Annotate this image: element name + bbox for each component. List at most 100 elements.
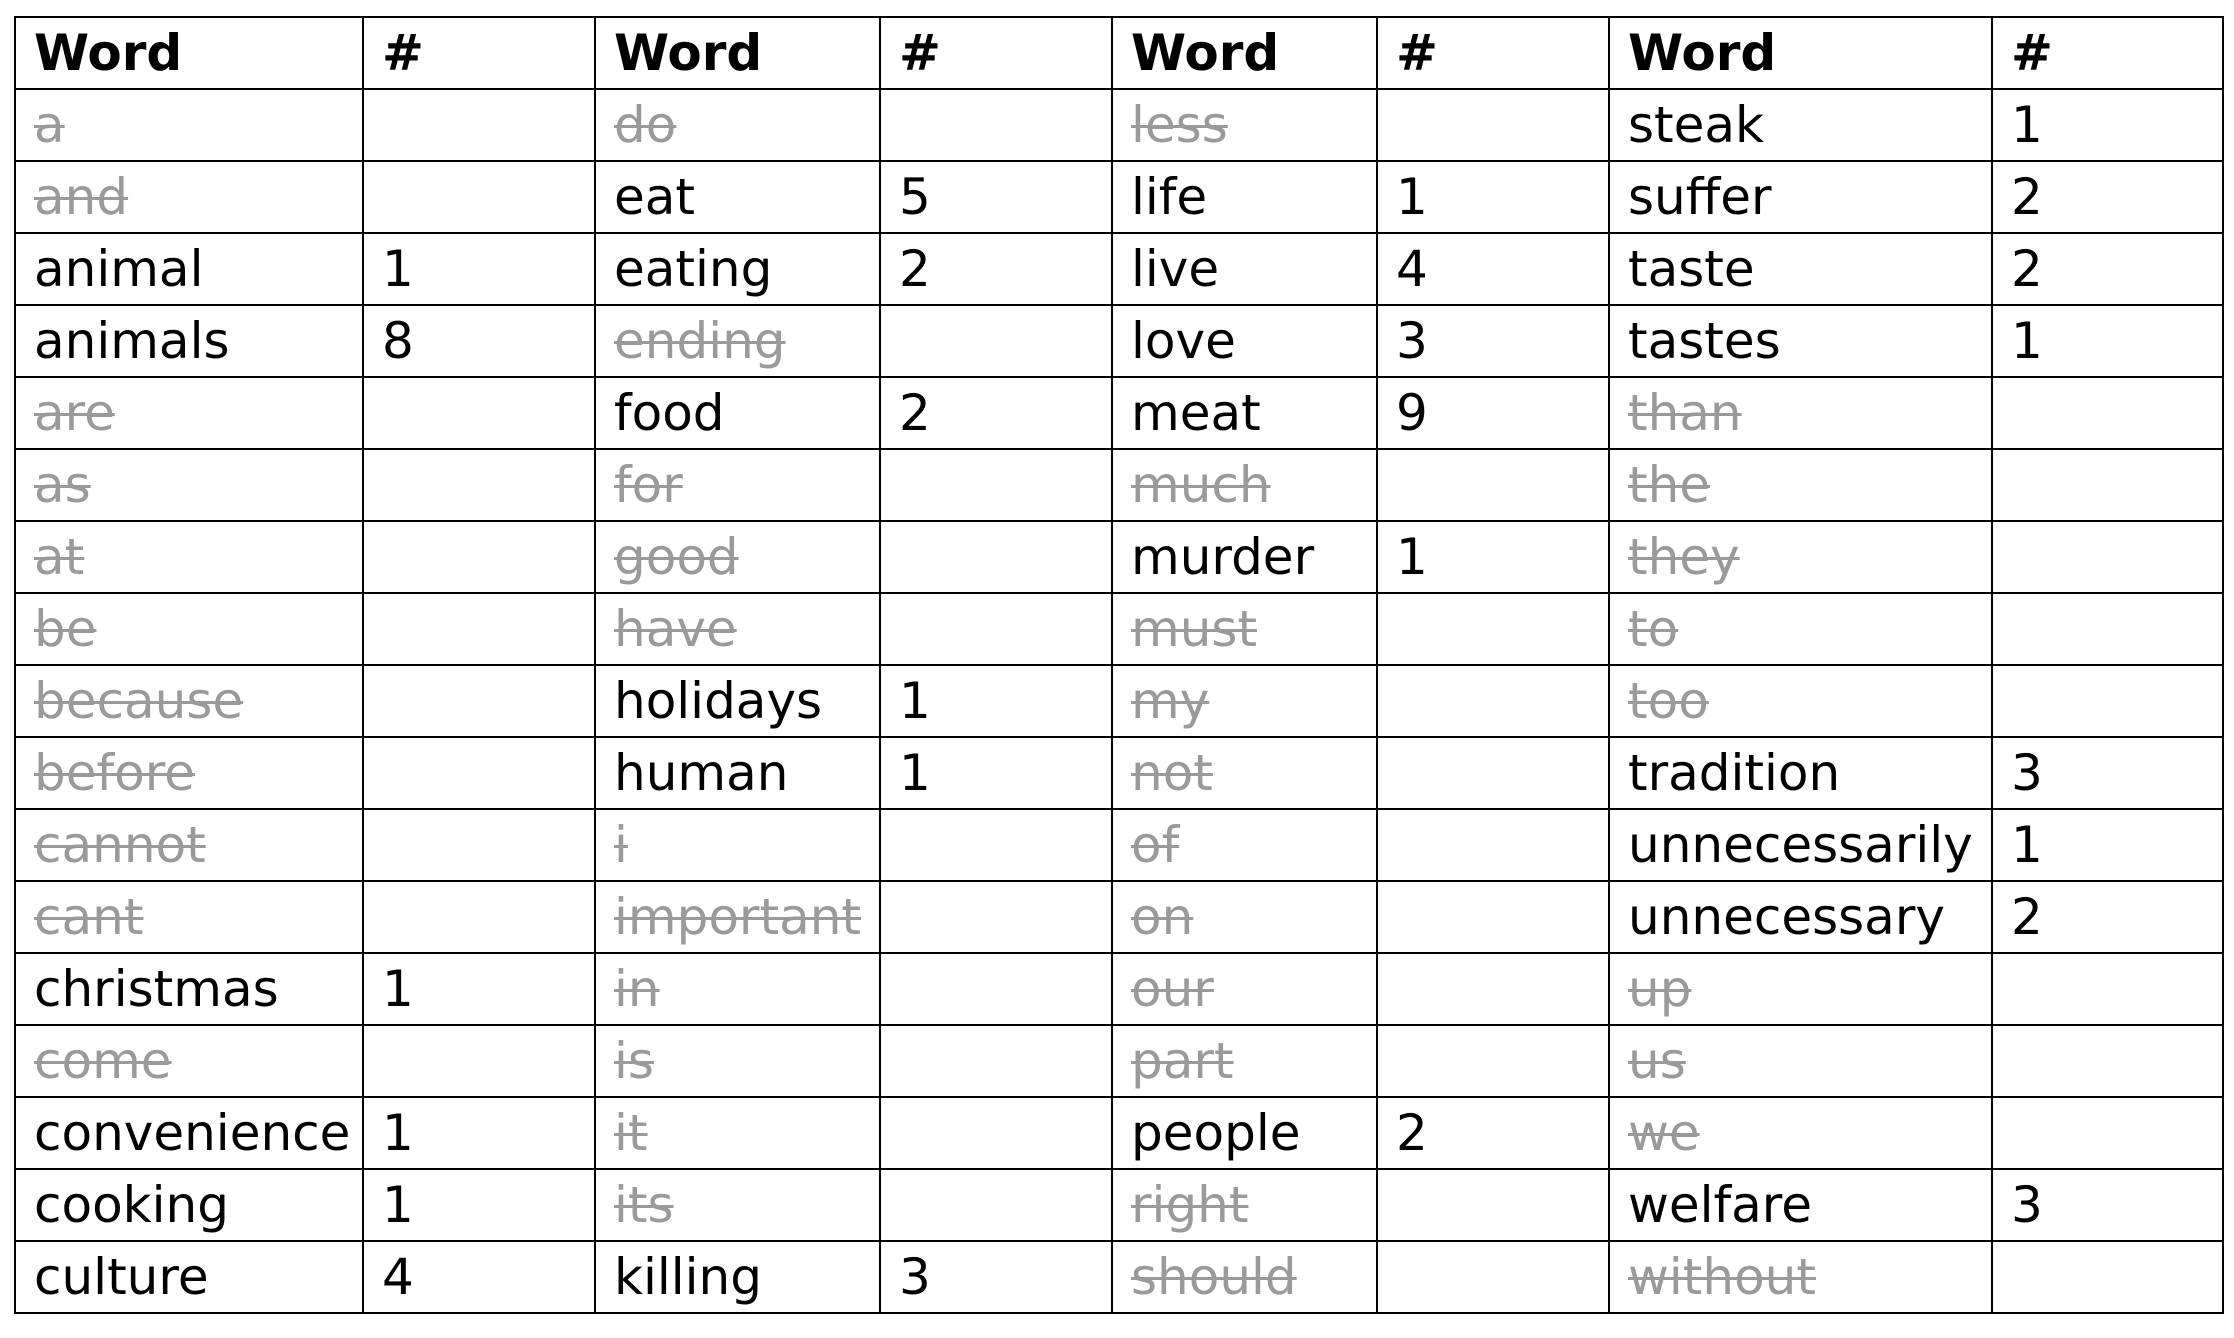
count-cell: 8 [362, 304, 596, 378]
header-count-1: # [362, 16, 596, 90]
count-cell [1376, 664, 1610, 738]
word-cell: are [14, 376, 364, 450]
count-cell [1376, 880, 1610, 954]
count-cell [879, 1168, 1113, 1242]
count-cell [1991, 1240, 2224, 1314]
count-cell [362, 448, 596, 522]
table-body: a do less steak 1 and eat 5 life 1 suffer 2 animal 1 e… [14, 88, 2224, 1314]
count-cell: 1 [1376, 520, 1610, 594]
word-cell: before [14, 736, 364, 810]
word-cell: people [1111, 1096, 1378, 1170]
count-cell: 1 [362, 1168, 596, 1242]
header-word-3: Word [1111, 16, 1378, 90]
count-cell [362, 160, 596, 234]
word-cell: ending [594, 304, 881, 378]
word-cell: and [14, 160, 364, 234]
count-cell [1376, 88, 1610, 162]
word-cell: less [1111, 88, 1378, 162]
count-cell [1991, 376, 2224, 450]
header-word-1: Word [14, 16, 364, 90]
word-cell: convenience [14, 1096, 364, 1170]
word-cell: i [594, 808, 881, 882]
word-cell: important [594, 880, 881, 954]
count-cell: 2 [1991, 160, 2224, 234]
word-cell: animal [14, 232, 364, 306]
table-row: christmas 1 in our up [14, 952, 2224, 1026]
word-cell: cant [14, 880, 364, 954]
word-cell: of [1111, 808, 1378, 882]
word-cell: murder [1111, 520, 1378, 594]
count-cell [362, 736, 596, 810]
word-cell: eating [594, 232, 881, 306]
count-cell [1991, 592, 2224, 666]
word-cell: come [14, 1024, 364, 1098]
word-cell: tastes [1608, 304, 1993, 378]
table-row: be have must to [14, 592, 2224, 666]
word-cell: unnecessary [1608, 880, 1993, 954]
word-cell: part [1111, 1024, 1378, 1098]
table-row: cooking 1 its right welfare 3 [14, 1168, 2224, 1242]
count-cell [879, 304, 1113, 378]
count-cell [1376, 448, 1610, 522]
table-row: convenience 1 it people 2 we [14, 1096, 2224, 1170]
word-cell: be [14, 592, 364, 666]
table-row: are food 2 meat 9 than [14, 376, 2224, 450]
count-cell [362, 880, 596, 954]
word-cell: too [1608, 664, 1993, 738]
count-cell: 4 [1376, 232, 1610, 306]
word-cell: good [594, 520, 881, 594]
word-cell: tradition [1608, 736, 1993, 810]
count-cell: 9 [1376, 376, 1610, 450]
word-cell: live [1111, 232, 1378, 306]
count-cell: 2 [879, 232, 1113, 306]
word-cell: up [1608, 952, 1993, 1026]
word-cell: at [14, 520, 364, 594]
table-row: before human 1 not tradition 3 [14, 736, 2224, 810]
word-cell: on [1111, 880, 1378, 954]
word-cell: it [594, 1096, 881, 1170]
count-cell: 1 [1991, 88, 2224, 162]
word-cell: eat [594, 160, 881, 234]
count-cell [1991, 952, 2224, 1026]
count-cell: 3 [879, 1240, 1113, 1314]
word-cell: unnecessarily [1608, 808, 1993, 882]
word-cell: in [594, 952, 881, 1026]
word-cell: holidays [594, 664, 881, 738]
word-cell: killing [594, 1240, 881, 1314]
header-row: Word # Word # Word # Word # [14, 16, 2224, 90]
header-word-4: Word [1608, 16, 1993, 90]
word-cell: culture [14, 1240, 364, 1314]
word-cell: as [14, 448, 364, 522]
count-cell: 4 [362, 1240, 596, 1314]
word-cell: do [594, 88, 881, 162]
header-count-3: # [1376, 16, 1610, 90]
count-cell [1991, 448, 2224, 522]
word-cell: human [594, 736, 881, 810]
table-row: animals 8 ending love 3 tastes 1 [14, 304, 2224, 378]
count-cell [879, 1096, 1113, 1170]
count-cell [879, 880, 1113, 954]
count-cell [1376, 952, 1610, 1026]
word-cell: they [1608, 520, 1993, 594]
word-cell: its [594, 1168, 881, 1242]
count-cell: 1 [879, 664, 1113, 738]
count-cell [362, 88, 596, 162]
count-cell: 2 [1376, 1096, 1610, 1170]
count-cell: 2 [879, 376, 1113, 450]
word-cell: welfare [1608, 1168, 1993, 1242]
count-cell [1376, 1024, 1610, 1098]
table-row: because holidays 1 my too [14, 664, 2224, 738]
word-cell: to [1608, 592, 1993, 666]
count-cell: 1 [1991, 304, 2224, 378]
count-cell: 1 [879, 736, 1113, 810]
word-cell: should [1111, 1240, 1378, 1314]
word-cell: my [1111, 664, 1378, 738]
count-cell [879, 952, 1113, 1026]
word-cell: the [1608, 448, 1993, 522]
count-cell [1376, 808, 1610, 882]
count-cell [879, 808, 1113, 882]
word-cell: food [594, 376, 881, 450]
count-cell: 5 [879, 160, 1113, 234]
word-cell: our [1111, 952, 1378, 1026]
table-row: a do less steak 1 [14, 88, 2224, 162]
